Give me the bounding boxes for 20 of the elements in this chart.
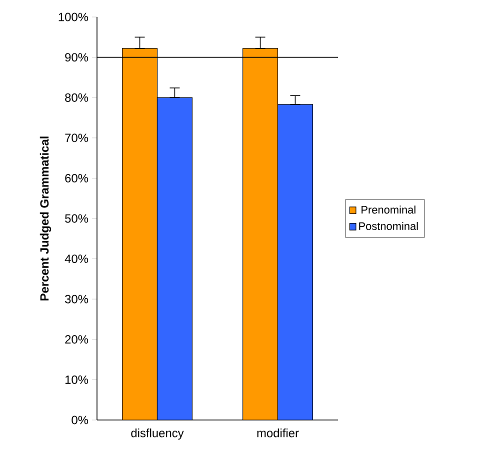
y-tick-label: 60% [65,174,88,182]
x-tick-label: modifier [257,428,299,438]
bar [122,48,158,420]
y-tick-label: 70% [65,134,88,142]
legend-label: Prenominal [362,206,416,214]
y-axis-title: Percent Judged Grammatical [40,136,52,300]
bar [277,104,313,420]
bar [156,97,192,420]
y-tick-label: 0% [72,416,88,424]
bar [242,48,278,420]
y-tick-label: 100% [58,12,88,22]
y-tick-label: 10% [65,375,88,384]
y-tick-label: 40% [64,254,88,264]
x-tick-label: disfluency [131,428,184,440]
legend-label: Postnominal [359,222,418,230]
y-tick-label: 50% [65,214,88,223]
y-tick-label: 80% [65,93,88,102]
y-tick-label: 90% [65,53,88,62]
y-tick-label: 30% [65,294,88,304]
y-tick-label: 20% [65,335,88,344]
